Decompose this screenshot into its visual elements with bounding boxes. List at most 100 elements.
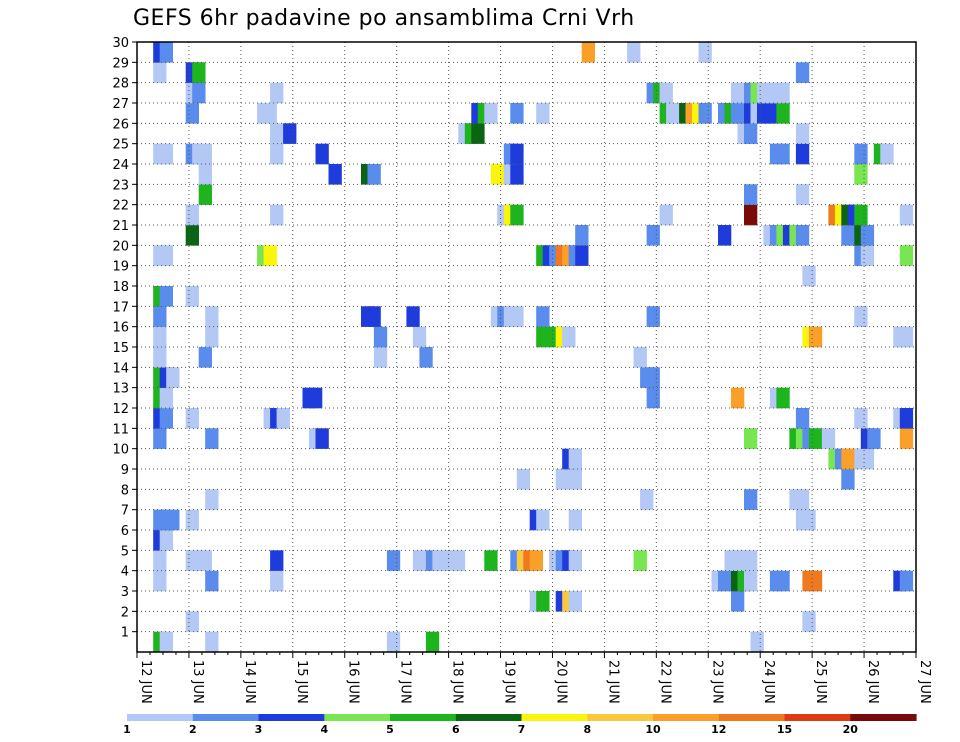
y-tick-label: 26 [112, 117, 129, 132]
data-cell [159, 408, 173, 429]
legend-label: 7 [518, 723, 526, 736]
data-cell [802, 265, 816, 287]
y-tick-label: 12 [112, 402, 129, 417]
legend-label: 8 [583, 723, 591, 736]
data-cell [185, 225, 199, 246]
data-cell [406, 306, 420, 327]
data-cell [646, 367, 660, 388]
y-tick-label: 29 [112, 56, 129, 71]
legend-swatch [653, 714, 720, 721]
data-cell [205, 489, 219, 510]
data-cell [536, 509, 550, 531]
x-tick-label: 25 JUN [813, 660, 828, 704]
data-cell [270, 570, 284, 592]
data-cell [159, 530, 173, 551]
data-cell [744, 570, 758, 592]
data-cell [776, 570, 790, 592]
data-cell [198, 184, 212, 205]
data-cell [776, 387, 790, 409]
data-cell [185, 408, 199, 429]
data-cell [731, 82, 745, 104]
x-tick-label: 22 JUN [657, 660, 672, 704]
y-tick-label: 4 [121, 565, 129, 580]
data-cell [185, 286, 199, 307]
legend-label: 1 [123, 723, 131, 736]
y-tick-label: 17 [112, 300, 129, 315]
data-cell [198, 143, 212, 165]
data-cell [867, 428, 881, 449]
data-cell [698, 42, 712, 63]
x-tick-label: 17 JUN [398, 660, 413, 704]
legend-label: 4 [320, 723, 328, 736]
data-cell [659, 82, 673, 104]
data-cell [315, 428, 329, 449]
data-cell [510, 204, 524, 226]
data-cell [802, 611, 816, 632]
data-cell [633, 347, 647, 368]
data-cell [205, 428, 219, 449]
data-cell [412, 326, 427, 348]
data-cell [205, 306, 219, 327]
data-cell [899, 570, 914, 592]
data-cell [841, 469, 855, 490]
chart-title: GEFS 6hr padavine po ansamblima Crni Vrh [133, 6, 635, 31]
data-cell [698, 103, 712, 124]
data-cell [367, 306, 381, 327]
data-cell [490, 164, 505, 185]
data-cell [159, 143, 173, 165]
data-cell [718, 570, 732, 592]
data-cell [263, 103, 277, 124]
data-cell [159, 631, 173, 653]
data-cell [536, 591, 550, 612]
legend-swatch [258, 714, 325, 721]
y-tick-label: 1 [121, 626, 129, 641]
legend-swatch [718, 714, 786, 721]
data-cell [568, 469, 582, 490]
y-tick-label: 5 [121, 544, 129, 559]
y-tick-label: 11 [112, 422, 129, 437]
data-cell [776, 82, 790, 104]
data-cell [270, 550, 284, 571]
data-cell [198, 347, 212, 368]
x-tick-label: 16 JUN [346, 660, 361, 704]
data-cell [270, 204, 284, 226]
data-cell [276, 408, 290, 429]
data-cell [568, 509, 582, 531]
y-tick-label: 30 [112, 36, 129, 51]
data-cell [731, 591, 745, 612]
data-cell [808, 428, 823, 449]
data-cell [536, 326, 550, 348]
y-tick-label: 28 [112, 77, 129, 92]
data-cell [854, 143, 868, 165]
data-cell [153, 428, 167, 449]
data-cell [562, 326, 576, 348]
y-tick-label: 24 [112, 158, 129, 173]
data-cell [270, 82, 284, 104]
data-cell [821, 428, 836, 449]
data-cell [205, 570, 219, 592]
data-cell [808, 326, 823, 348]
y-tick-label: 22 [112, 199, 129, 214]
data-cell [659, 204, 673, 226]
legend-label: 2 [189, 723, 197, 736]
data-cell [860, 225, 875, 246]
x-tick-label: 21 JUN [605, 660, 620, 704]
data-cell [581, 42, 595, 63]
data-cell [510, 143, 524, 165]
data-cell [419, 347, 433, 368]
data-cell [166, 509, 180, 531]
data-cell [795, 225, 810, 246]
data-cell [270, 123, 284, 144]
data-cell [795, 408, 810, 429]
data-cell [529, 550, 543, 571]
data-cell [854, 164, 868, 185]
data-cell [568, 448, 582, 470]
data-cell [484, 103, 498, 124]
y-tick-label: 27 [112, 97, 129, 112]
legend-swatch [192, 714, 260, 721]
legend-swatch [324, 714, 391, 721]
data-cell [510, 164, 524, 185]
data-cell [451, 550, 466, 571]
data-cell [744, 489, 758, 510]
